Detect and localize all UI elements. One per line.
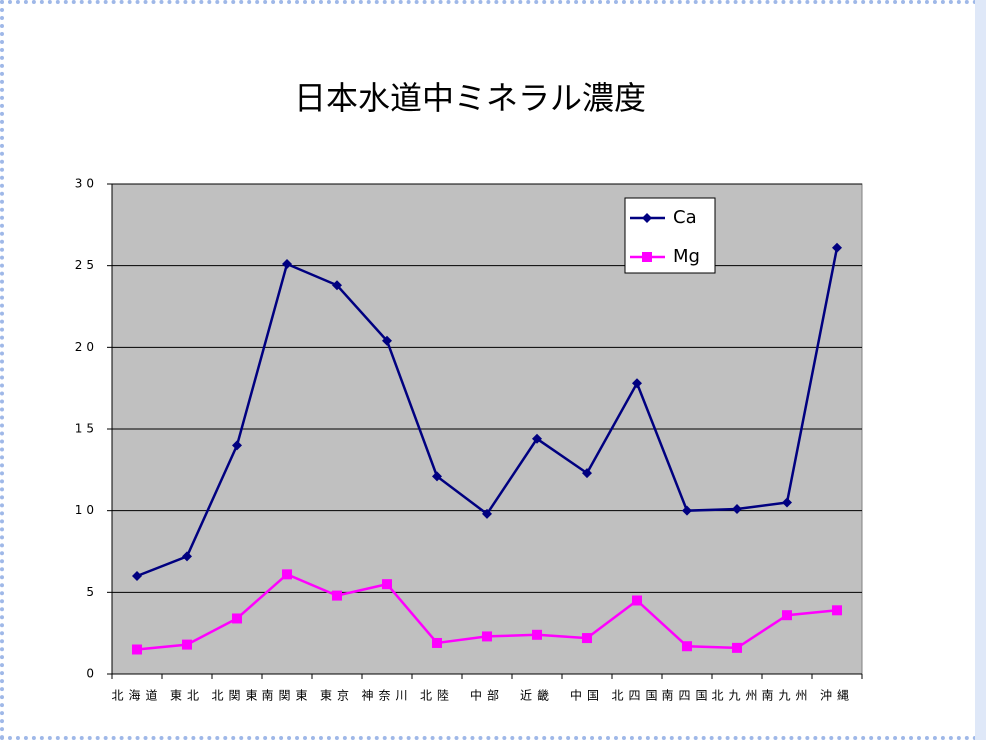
- point: [832, 242, 842, 253]
- point: [182, 639, 192, 650]
- x-tick-label: 南関東: [261, 688, 312, 703]
- x-tick-label: 中国: [570, 688, 604, 703]
- x-tick-label: 神奈川: [361, 689, 412, 703]
- x-tick-label: 近畿: [520, 689, 554, 703]
- y-tick-label: 20: [75, 340, 98, 354]
- y-tick-label: 5: [86, 585, 98, 599]
- point: [642, 213, 652, 223]
- point: [132, 571, 142, 581]
- point: [432, 637, 442, 648]
- point: [632, 378, 642, 389]
- point: [282, 569, 292, 580]
- point: [182, 551, 192, 562]
- y-tick-label: 10: [75, 503, 98, 517]
- point: [582, 468, 592, 479]
- point: [782, 497, 792, 508]
- point: [432, 471, 442, 482]
- point: [682, 641, 692, 652]
- x-tick-label: 北四国: [611, 689, 662, 703]
- point: [732, 504, 742, 515]
- x-tick-label: 東京: [320, 689, 354, 703]
- point: [532, 629, 542, 640]
- legend-label: Ca: [673, 207, 697, 228]
- point: [382, 579, 392, 590]
- point: [282, 259, 292, 270]
- legend-label: Mg: [673, 246, 700, 267]
- y-tick-label: 15: [75, 422, 98, 436]
- point: [782, 610, 792, 621]
- y-tick-label: 30: [75, 177, 98, 191]
- point: [482, 508, 492, 519]
- x-tick-label: 南四国: [661, 688, 712, 703]
- point: [732, 642, 742, 653]
- x-tick-label: 北関東: [211, 689, 262, 703]
- point: [232, 440, 242, 451]
- point: [582, 633, 592, 644]
- side-strip: [975, 0, 986, 740]
- point: [332, 280, 342, 291]
- y-tick-label: 0: [86, 667, 98, 681]
- point: [382, 335, 392, 346]
- x-tick-label: 北海道: [111, 688, 162, 703]
- x-tick-label: 北九州: [711, 689, 762, 703]
- x-tick-label: 北陸: [420, 689, 454, 703]
- point: [132, 644, 142, 655]
- point: [532, 433, 542, 444]
- point: [232, 613, 242, 624]
- y-tick-label: 25: [75, 258, 98, 272]
- legend-box: [624, 197, 716, 274]
- point: [832, 605, 842, 616]
- point: [332, 590, 342, 601]
- chart-title: 日本水道中ミネラル濃度: [294, 79, 646, 117]
- point: [642, 252, 652, 262]
- x-tick-label: 沖縄: [820, 688, 854, 703]
- point: [632, 595, 642, 606]
- point: [682, 505, 692, 516]
- point: [482, 631, 492, 642]
- x-tick-label: 東北: [170, 689, 204, 703]
- x-tick-label: 南九州: [761, 688, 812, 703]
- x-tick-label: 中部: [470, 688, 504, 703]
